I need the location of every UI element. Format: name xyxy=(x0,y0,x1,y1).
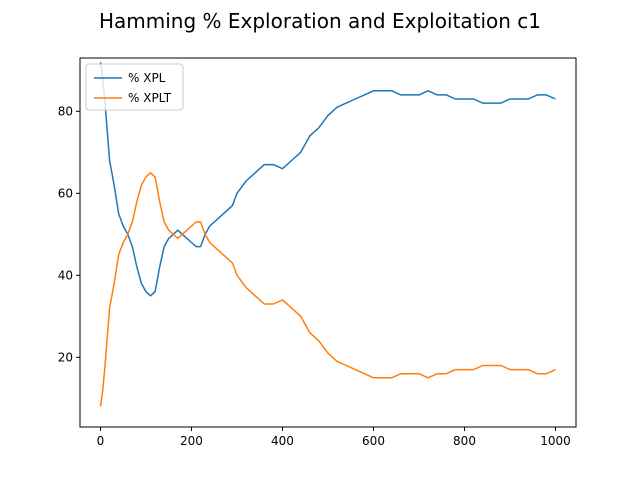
y-tick-label: 20 xyxy=(58,350,73,364)
legend-label-2: % XPLT xyxy=(128,91,172,105)
legend: % XPL % XPLT xyxy=(85,63,184,111)
chart-title: Hamming % Exploration and Exploitation c… xyxy=(99,9,541,33)
x-axis: 0 200 400 600 800 1000 xyxy=(97,427,571,448)
x-tick-label: 0 xyxy=(97,434,105,448)
legend-label-1: % XPL xyxy=(128,71,166,85)
axes-frame xyxy=(79,57,577,428)
x-tick-label: 800 xyxy=(453,434,476,448)
x-tick-label: 400 xyxy=(271,434,294,448)
series-line-2 xyxy=(99,172,556,407)
y-tick-label: 40 xyxy=(58,268,73,282)
x-tick-label: 600 xyxy=(362,434,385,448)
y-tick-label: 80 xyxy=(58,104,73,118)
y-axis: 20 40 60 80 xyxy=(58,104,80,364)
y-tick-label: 60 xyxy=(58,186,73,200)
series-line-1 xyxy=(99,61,556,297)
x-tick-label: 1000 xyxy=(540,434,571,448)
plot-area xyxy=(99,61,556,407)
x-tick-label: 200 xyxy=(180,434,203,448)
